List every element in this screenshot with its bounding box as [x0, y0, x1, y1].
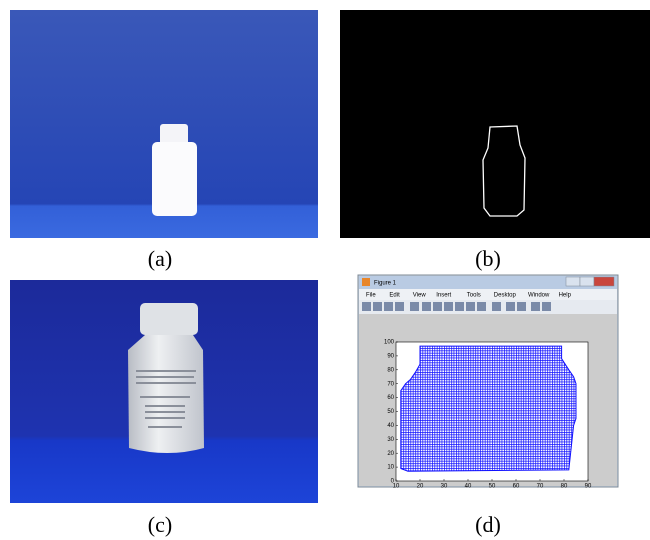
menu-item[interactable]: View: [413, 293, 427, 299]
photo-b: [340, 10, 650, 238]
toolbar-icons: [362, 302, 551, 311]
menu-item[interactable]: Insert: [436, 293, 451, 299]
bottle: [152, 142, 197, 216]
menu-item[interactable]: Tools: [467, 293, 481, 299]
window-title: Figure 1: [374, 281, 397, 287]
y-tick-label: 70: [387, 381, 394, 387]
y-tick-label: 40: [387, 423, 394, 429]
minimize-button[interactable]: [566, 277, 580, 286]
y-tick-label: 10: [387, 465, 394, 471]
x-tick-label: 10: [393, 484, 400, 490]
y-tick-label: 20: [387, 451, 394, 457]
y-tick-label: 90: [387, 353, 394, 359]
x-tick-label: 90: [585, 484, 592, 490]
bottle: [128, 335, 204, 453]
close-button[interactable]: [594, 277, 614, 286]
maximize-button[interactable]: [580, 277, 594, 286]
figure: (a) (b) (c) Figure 1 File Edit View Insert T…: [0, 0, 650, 540]
x-tick-label: 40: [465, 484, 472, 490]
panel-label: (d): [475, 512, 501, 537]
x-tick-label: 80: [561, 484, 568, 490]
x-tick-label: 50: [489, 484, 496, 490]
menu-item[interactable]: File: [366, 293, 376, 299]
y-tick-label: 80: [387, 367, 394, 373]
x-tick-label: 30: [441, 484, 448, 490]
x-tick-label: 70: [537, 484, 544, 490]
point-region: [401, 346, 576, 471]
panel-label: (a): [148, 246, 172, 271]
x-tick-label: 60: [513, 484, 520, 490]
y-tick-label: 30: [387, 437, 394, 443]
bottle-cap: [140, 303, 198, 335]
menu-item[interactable]: Help: [559, 293, 572, 299]
menu-item[interactable]: Edit: [389, 293, 400, 299]
y-tick-label: 60: [387, 395, 394, 401]
y-tick-label: 50: [387, 409, 394, 415]
menu-item[interactable]: Window: [528, 293, 550, 299]
y-tick-label: 100: [384, 340, 395, 346]
panel-label: (b): [475, 246, 501, 271]
menu: File Edit View Insert Tools Desktop Window Help: [366, 293, 572, 299]
panel-label: (c): [148, 512, 172, 537]
window-icon: [362, 278, 370, 286]
menu-item[interactable]: Desktop: [494, 293, 517, 299]
x-tick-label: 20: [417, 484, 424, 490]
